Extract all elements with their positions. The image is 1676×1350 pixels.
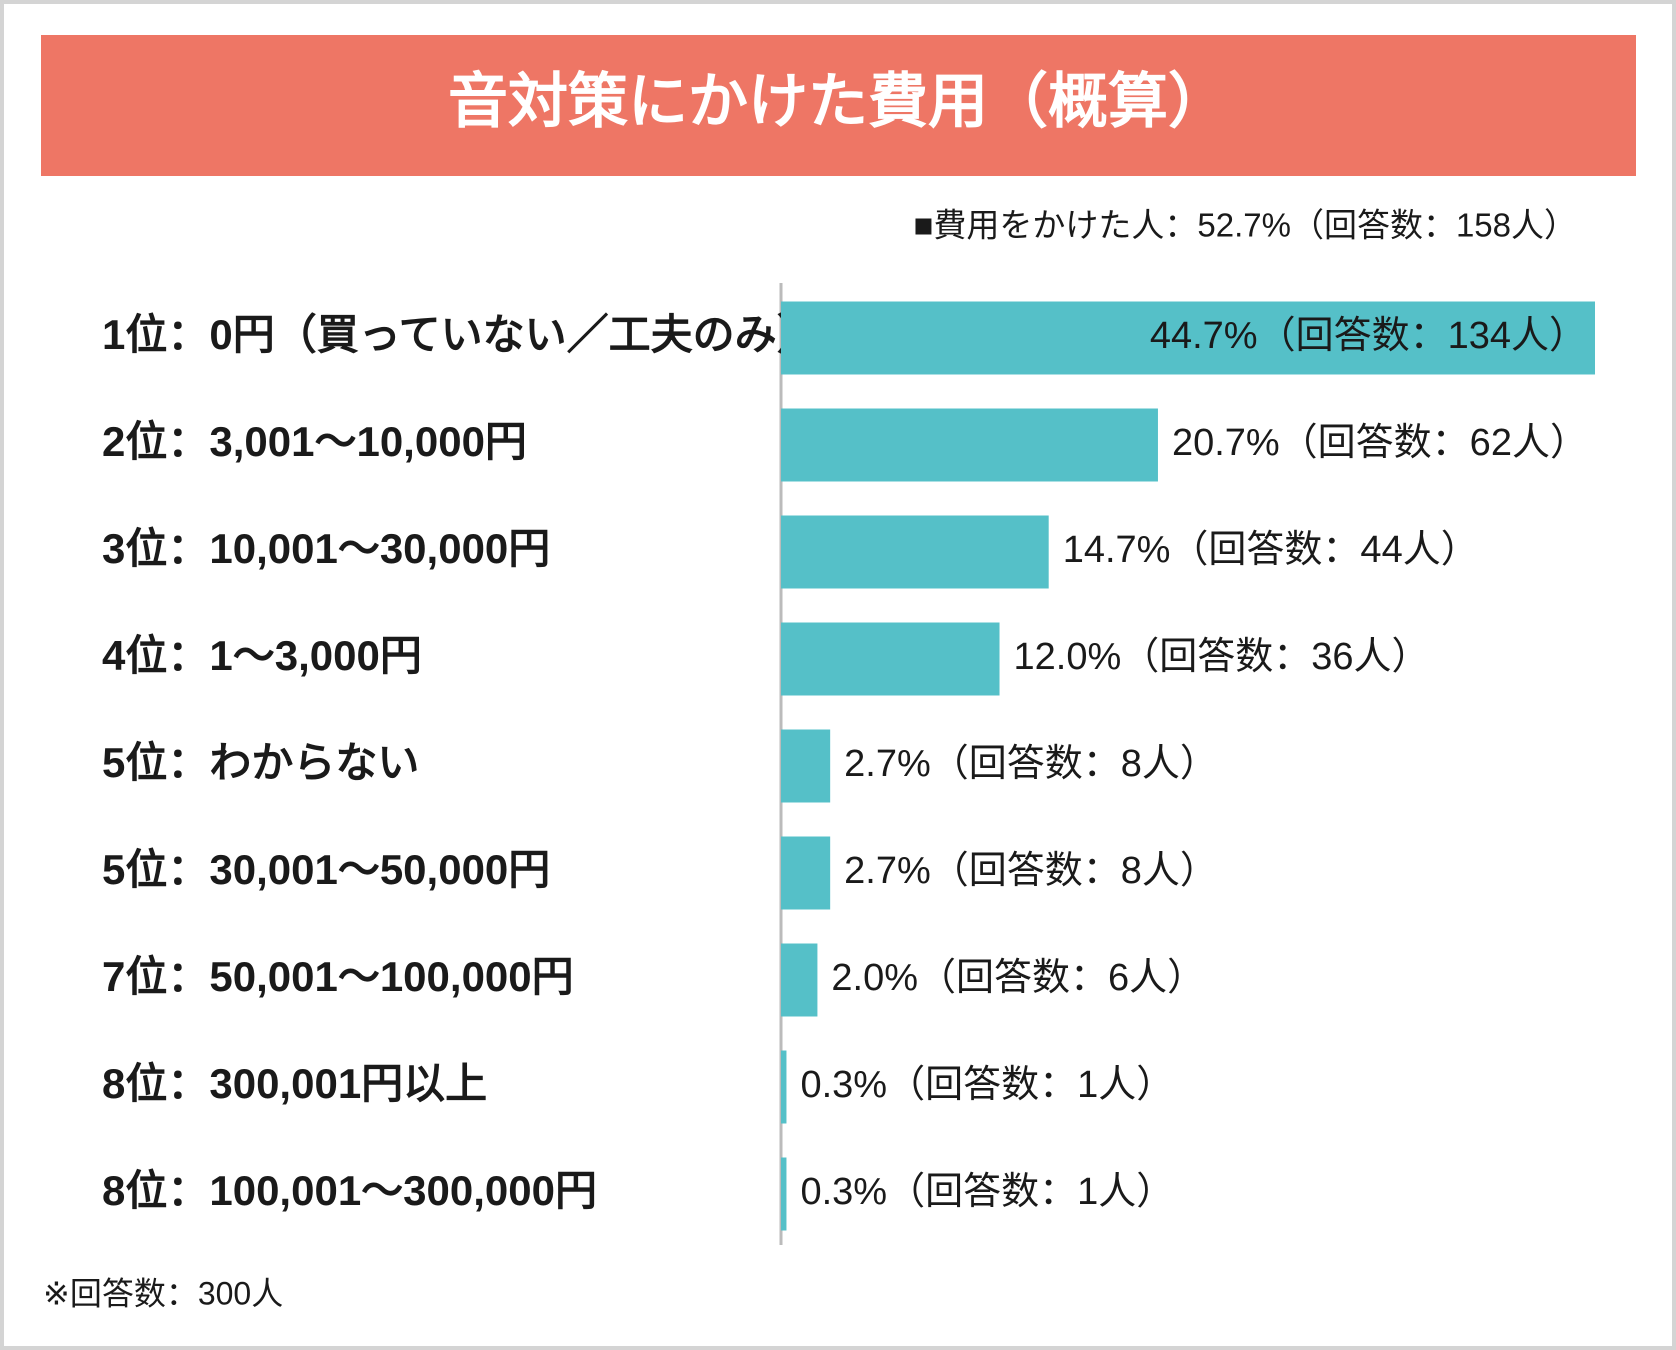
chart-title: 音対策にかけた費用（概算） <box>448 68 1228 135</box>
category-label: 2位：3,001～10,000円 <box>102 418 527 465</box>
value-label: 2.7%（回答数：8人） <box>844 743 1218 785</box>
value-label: 44.7%（回答数：134人） <box>1150 315 1587 357</box>
bar <box>781 943 818 1017</box>
value-label: 0.3%（回答数：1人） <box>800 1064 1174 1106</box>
category-label: 4位：1～3,000円 <box>102 632 422 679</box>
category-label: 5位：30,001～50,000円 <box>102 846 550 893</box>
value-label: 2.7%（回答数：8人） <box>844 850 1218 892</box>
bar <box>781 729 831 803</box>
category-label: 8位：300,001円以上 <box>102 1060 487 1107</box>
value-label: 12.0%（回答数：36人） <box>1014 636 1430 678</box>
category-label: 3位：10,001～30,000円 <box>102 525 550 572</box>
bar <box>781 408 1158 482</box>
value-label: 14.7%（回答数：44人） <box>1063 529 1479 571</box>
category-label: 8位：100,001～300,000円 <box>102 1167 597 1214</box>
category-label: 1位：0円（買っていない／工夫のみ） <box>102 311 819 358</box>
value-label: 20.7%（回答数：62人） <box>1172 422 1588 464</box>
bar <box>781 515 1049 589</box>
title-bar <box>41 35 1636 176</box>
category-label: 7位：50,001～100,000円 <box>102 953 574 1000</box>
value-label: 2.0%（回答数：6人） <box>831 957 1205 999</box>
bar <box>781 301 1595 375</box>
value-label: 0.3%（回答数：1人） <box>800 1171 1174 1213</box>
category-label: 5位：わからない <box>102 739 419 786</box>
subtitle: ■費用をかけた人：52.7%（回答数：158人） <box>913 207 1577 244</box>
bar <box>781 836 831 910</box>
bar <box>781 1050 787 1124</box>
footnote: ※回答数：300人 <box>43 1275 283 1311</box>
bar <box>781 622 1000 696</box>
bar <box>781 1157 787 1231</box>
